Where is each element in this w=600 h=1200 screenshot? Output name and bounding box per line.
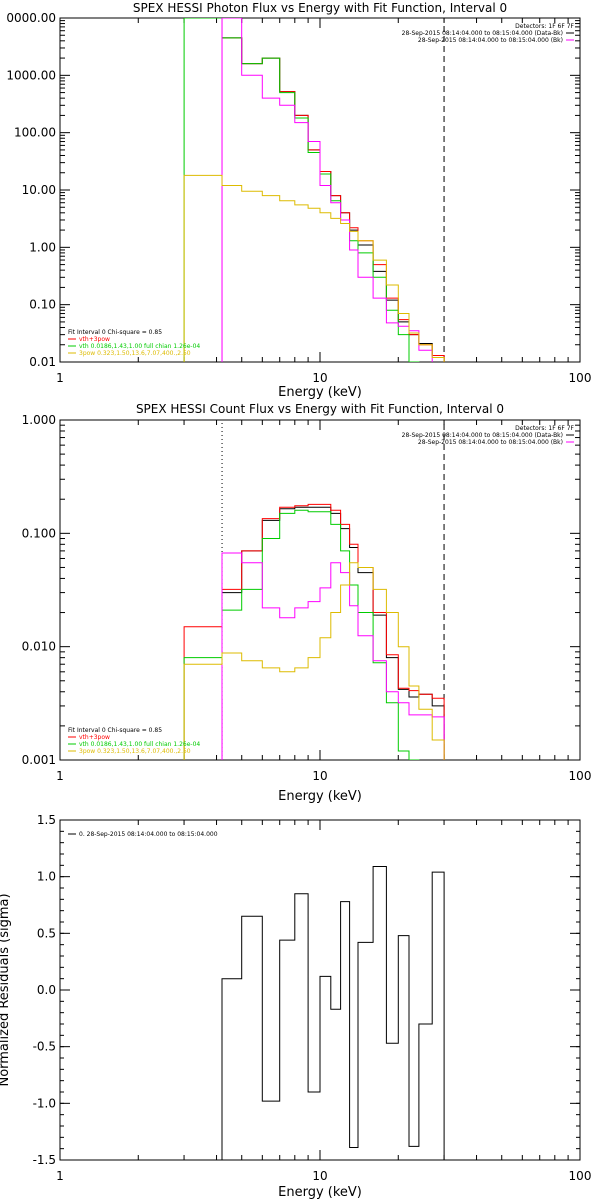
residuals-y-tick-label: 1.5 bbox=[37, 813, 56, 827]
count-series-4 bbox=[183, 562, 445, 760]
residuals-x-tick-label: 1 bbox=[56, 1169, 64, 1183]
photon-y-tick-label: 10.00 bbox=[22, 183, 56, 197]
photon-y-tick-label: 1.00 bbox=[29, 240, 56, 254]
photon-legend-entry: vth 0.0186,1.43,1.00 full chian 1.26e-04 bbox=[79, 343, 200, 350]
photon-x-tick-label: 1 bbox=[56, 371, 64, 385]
residuals-x-tick-label: 10 bbox=[312, 1169, 327, 1183]
residuals-y-axis-label: Normalized Residuals (sigma) bbox=[0, 893, 12, 1086]
count-legend-entry: Fit Interval 0 Chi-square = 0.85 bbox=[68, 727, 162, 734]
count-x-axis-label: Energy (keV) bbox=[278, 789, 362, 804]
count-x-tick-label: 100 bbox=[569, 769, 592, 783]
photon-y-tick-label: 0.01 bbox=[29, 355, 56, 369]
photon-series-2 bbox=[183, 18, 420, 362]
count-series-1 bbox=[183, 503, 445, 760]
count-legend-entry: 3pow 0.323,1.50,13.6,7.07,400.,2.50 bbox=[79, 748, 191, 755]
photon-x-axis-label: Energy (keV) bbox=[278, 385, 362, 400]
residuals-legend-entry: 0. 28-Sep-2015 08:14:04.000 to 08:15:04.… bbox=[79, 831, 218, 838]
photon-x-tick-label: 100 bbox=[569, 371, 592, 385]
count-chart: SPEX HESSI Count Flux vs Energy with Fit… bbox=[22, 402, 592, 804]
count-y-tick-label: 1.000 bbox=[22, 413, 56, 427]
residuals-x-tick-label: 100 bbox=[569, 1169, 592, 1183]
count-legend-entry: vth 0.0186,1.43,1.00 full chian 1.26e-04 bbox=[79, 741, 200, 748]
photon-legend-entry: Fit Interval 0 Chi-square = 0.85 bbox=[68, 329, 162, 336]
photon-series-1 bbox=[221, 37, 445, 362]
count-info-line: 28-Sep-2015 08:14:04.000 to 08:15:04.000… bbox=[402, 432, 563, 439]
residuals-x-axis-label: Energy (keV) bbox=[278, 1185, 362, 1200]
photon-y-tick-label: 1000.00 bbox=[6, 68, 56, 82]
count-legend-entry: vth+3pow bbox=[79, 734, 110, 741]
residuals-y-tick-label: 0.0 bbox=[37, 983, 56, 997]
photon-chart: SPEX HESSI Photon Flux vs Energy with Fi… bbox=[6, 1, 592, 400]
photon-legend-entry: 3pow 0.323,1.50,13.6,7.07,400.,2.50 bbox=[79, 350, 191, 357]
photon-series-3 bbox=[221, 18, 433, 362]
photon-series-4 bbox=[183, 174, 445, 362]
count-info-line: Detectors: 1F 6F 7F bbox=[515, 425, 574, 432]
count-x-tick-label: 10 bbox=[312, 769, 327, 783]
residuals-chart: 1 10 100 Energy (keV) 1.5 1.0 0.5 0.0 -0.5 -1.0 -1… bbox=[0, 813, 591, 1200]
count-series-3 bbox=[221, 552, 445, 760]
count-info-line: 28-Sep-2015 08:14:04.000 to 08:15:04.000… bbox=[418, 439, 563, 446]
count-series-2 bbox=[183, 509, 420, 760]
photon-title: SPEX HESSI Photon Flux vs Energy with Fi… bbox=[133, 1, 507, 15]
photon-plot-frame bbox=[59, 17, 581, 363]
residuals-y-tick-label: -1.0 bbox=[33, 1096, 56, 1110]
residuals-y-tick-label: 1.0 bbox=[37, 870, 56, 884]
photon-info-line: Detectors: 1F 6F 7F bbox=[515, 23, 574, 30]
residuals-y-tick-label: -0.5 bbox=[33, 1040, 56, 1054]
photon-y-tick-label: 0.10 bbox=[29, 298, 56, 312]
photon-x-tick-label: 10 bbox=[312, 371, 327, 385]
photon-y-tick-label: 0000.00 bbox=[6, 11, 56, 25]
residuals-series-0 bbox=[221, 866, 445, 1160]
count-y-tick-label: 0.100 bbox=[22, 526, 56, 540]
count-x-tick-label: 1 bbox=[56, 769, 64, 783]
count-y-tick-label: 0.001 bbox=[22, 753, 56, 767]
residuals-y-tick-label: 0.5 bbox=[37, 926, 56, 940]
photon-info-line: 28-Sep-2015 08:14:04.000 to 08:15:04.000… bbox=[418, 37, 563, 44]
photon-series-0 bbox=[221, 37, 445, 362]
photon-y-tick-label: 100.00 bbox=[14, 126, 56, 140]
count-y-tick-label: 0.010 bbox=[22, 640, 56, 654]
residuals-y-tick-label: -1.5 bbox=[33, 1153, 56, 1167]
count-title: SPEX HESSI Count Flux vs Energy with Fit… bbox=[136, 402, 504, 416]
photon-info-line: 28-Sep-2015 08:14:04.000 to 08:15:04.000… bbox=[402, 30, 563, 37]
photon-legend-entry: vth+3pow bbox=[79, 336, 110, 343]
